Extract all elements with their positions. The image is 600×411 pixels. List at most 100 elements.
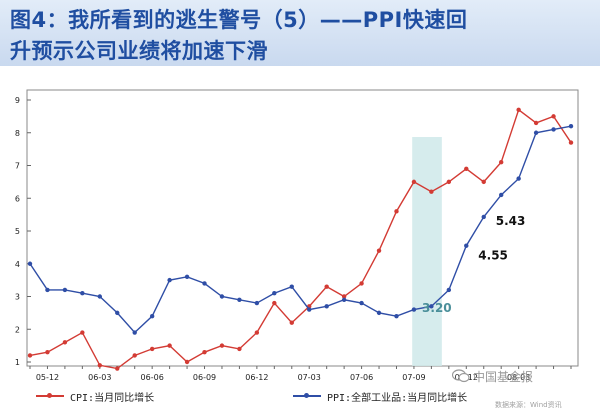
x-tick-label: 06-03 [88,373,111,382]
highlight-band [412,137,442,366]
series-1-point [289,284,294,289]
series-1-point [132,330,137,335]
legend-cpi: CPI:当月同比增长 [36,388,154,404]
legend-ppi-swatch [293,393,321,398]
series-1-point [516,176,521,181]
series-line-1 [29,125,572,334]
y-tick-label: 1 [15,358,20,367]
series-0-point [289,320,294,325]
series-1-point [149,313,155,319]
series-0-point [394,209,399,214]
series-0-point [551,114,556,119]
series-1-point [359,300,364,306]
data-label: 4.55 [478,249,508,263]
series-0-point [202,349,207,355]
series-0-point [429,189,434,194]
y-tick-label: 7 [15,162,20,171]
series-1-point [45,287,50,293]
slide-title-banner: 图4：我所看到的逃生警号（5）——PPI快速回 升预示公司业绩将加速下滑 [0,0,600,66]
x-tick-label: 06-06 [141,373,164,382]
series-0-point [533,120,539,126]
series-0-point [516,107,521,113]
watermark: 中国基金报 [451,368,534,385]
series-0-point [481,179,486,185]
series-1-point [115,310,120,316]
series-0-point [80,330,85,335]
series-1-point [324,304,329,309]
series-0-point [254,330,260,335]
legend-ppi-label: PPI:全部工业品:当月同比增长 [327,392,468,404]
series-0-point [237,346,242,352]
series-0-point [97,363,103,368]
series-0-point [411,179,417,185]
series-1-point [97,294,103,299]
x-tick-label: 08-03 [507,373,530,382]
series-1-point [254,300,260,306]
series-1-point [533,130,539,135]
plot-area [26,89,579,367]
series-1-point [341,297,347,302]
series-1-point [27,261,33,266]
series-0-point [272,300,277,306]
series-1-point [446,287,452,293]
series-1-point [237,297,242,302]
series-0-point [446,179,452,185]
series-0-point [62,340,68,345]
x-tick-label: 05-12 [36,373,59,382]
y-tick-label: 3 [15,293,20,302]
series-1-point [202,281,207,286]
legend-cpi-label: CPI:当月同比增长 [70,392,155,404]
series-1-point [184,274,190,280]
series-line-0 [29,108,572,370]
watermark-text: 中国基金报 [473,370,534,384]
y-tick-label: 5 [15,227,20,236]
series-0-point [341,294,347,299]
series-1-point [429,304,434,309]
series-0-point [45,349,50,355]
source-note: 数据来源：Wind资讯 [495,401,562,409]
y-tick-label: 6 [15,194,20,203]
slide-title-line-1: 图4：我所看到的逃生警号（5）——PPI快速回 [10,8,468,32]
series-1-point [551,127,556,132]
series-0-point [184,359,190,365]
highlight-layer [412,137,442,366]
series-0-point [167,343,172,348]
series-1-point [394,313,399,319]
series-0-point [498,160,504,165]
annotation-layer: 3.20 4.55 5.43 [422,214,525,315]
series-0-point [132,353,137,358]
y-axis-ticks: 1 2 3 4 5 6 7 8 9 [15,96,31,367]
y-tick-label: 2 [15,325,20,334]
series-1-point [376,310,382,316]
series-1-point [498,192,504,198]
slide-title-line-2: 升预示公司业绩将加速下滑 [10,39,268,63]
x-tick-label: 07-03 [298,373,321,382]
series-1-point [481,214,486,220]
series-1-point [167,277,172,283]
series-1-point [464,243,469,248]
data-label: 5.43 [496,214,526,228]
legend-cpi-swatch [36,393,64,398]
series-0-point [376,248,382,253]
series-0-point [219,343,225,348]
series-0-point [324,284,329,289]
y-tick-label: 8 [15,129,20,138]
series-0-point [359,281,364,286]
legend-ppi: PPI:全部工业品:当月同比增长 [293,388,467,404]
series-0-point [149,346,155,352]
x-tick-label: 06-09 [193,373,216,382]
wechat-icon [451,369,470,383]
y-tick-label: 4 [15,260,20,269]
series-1-point [568,124,574,129]
series-1-point [62,287,68,293]
series-1-point [411,307,417,312]
series-1-point [307,307,312,312]
series-0-point [27,353,33,358]
series-layer [27,107,574,371]
line-chart: 1 2 3 4 5 6 7 8 9 05-12 06-03 06-06 06-09 06-12 07-03… [15,89,579,382]
y-tick-label: 9 [15,96,20,105]
series-1-point [80,291,85,296]
data-label: 3.20 [422,301,452,315]
series-0-point [464,166,469,171]
series-1-point [272,291,277,296]
